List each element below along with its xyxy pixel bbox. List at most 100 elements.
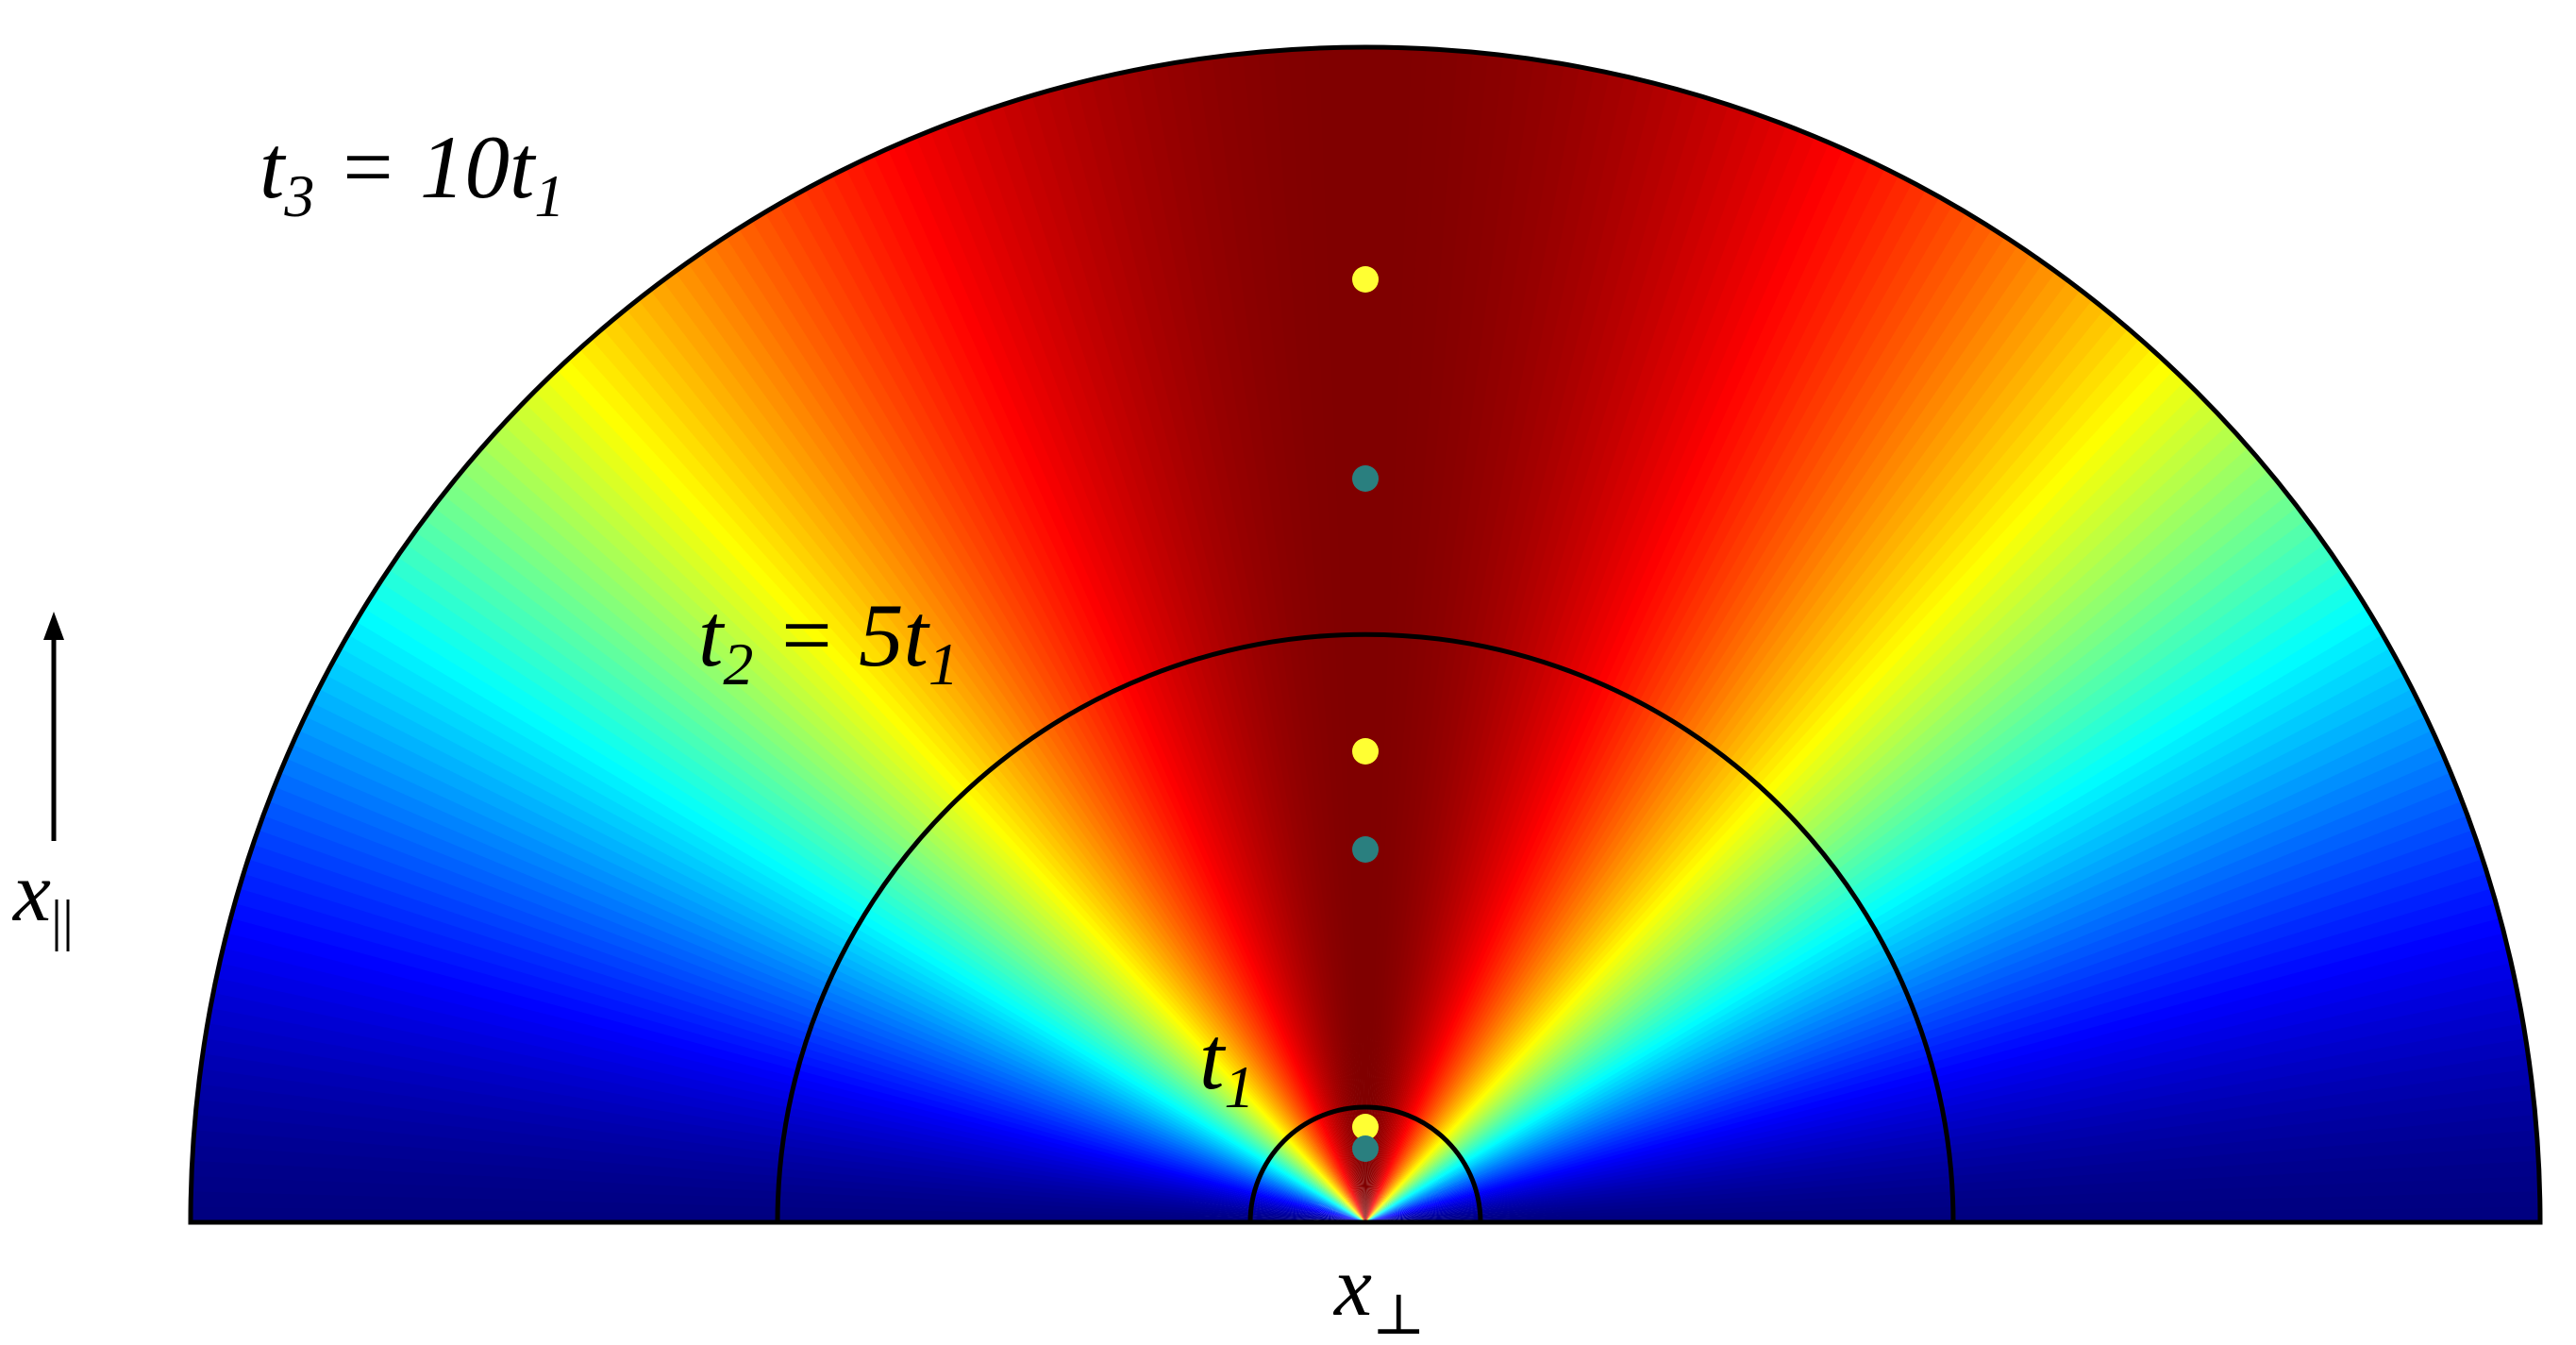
wedge xyxy=(379,567,1366,1222)
wedge xyxy=(1365,402,2219,1223)
wedge xyxy=(534,378,1365,1223)
wedge xyxy=(1365,519,2317,1222)
wedge xyxy=(326,659,1365,1222)
wedge xyxy=(347,619,1366,1222)
wedge xyxy=(1365,495,2300,1222)
wedge xyxy=(1365,634,2392,1222)
color-field xyxy=(191,46,2540,1223)
wedge xyxy=(356,606,1365,1222)
wedge xyxy=(396,542,1365,1222)
dot xyxy=(1352,1135,1379,1162)
wedge xyxy=(1365,730,2440,1222)
wedge xyxy=(1365,338,2153,1222)
wedge xyxy=(492,423,1365,1222)
wedge xyxy=(298,714,1365,1222)
wedge xyxy=(944,119,1365,1223)
wedge xyxy=(1365,758,2452,1222)
wedge xyxy=(1365,236,2020,1223)
wedge xyxy=(1365,148,1860,1223)
wedge xyxy=(332,646,1365,1222)
wedge xyxy=(1365,447,2261,1222)
wedge xyxy=(602,317,1365,1223)
wedge xyxy=(481,434,1365,1223)
wedge xyxy=(1365,155,1874,1222)
wedge xyxy=(1365,175,1915,1222)
label-t1: t1 xyxy=(1199,1008,1254,1120)
wedge xyxy=(959,113,1365,1222)
dot xyxy=(1352,266,1379,293)
wedge xyxy=(1365,675,2414,1222)
wedge xyxy=(1365,143,1846,1222)
wedge xyxy=(725,227,1365,1222)
wedge xyxy=(556,358,1365,1223)
wedge xyxy=(1365,470,2281,1222)
wedge xyxy=(1365,459,2270,1222)
label-t2: t2 = 5t1 xyxy=(698,585,959,698)
wedge xyxy=(650,278,1365,1223)
wedge xyxy=(1365,290,2095,1222)
wedge xyxy=(524,389,1365,1223)
wedge xyxy=(1365,556,2344,1222)
wedge xyxy=(472,446,1366,1222)
wedge xyxy=(512,400,1365,1222)
wedge xyxy=(311,686,1365,1222)
wedge xyxy=(687,252,1365,1222)
wedge xyxy=(363,593,1365,1222)
wedge xyxy=(1365,369,2187,1222)
wedge xyxy=(831,167,1365,1222)
wedge xyxy=(286,742,1365,1222)
wedge xyxy=(1365,716,2434,1222)
wedge xyxy=(1365,136,1832,1222)
wedge xyxy=(268,784,1365,1222)
wedge xyxy=(424,505,1366,1222)
wedge xyxy=(1365,595,2368,1222)
wedge xyxy=(1365,220,1995,1222)
wedge xyxy=(1365,161,1887,1222)
wedge xyxy=(1365,800,2468,1222)
wedge xyxy=(1365,647,2400,1222)
wedge xyxy=(274,770,1366,1222)
wedge xyxy=(1365,569,2352,1222)
wedge xyxy=(279,756,1365,1222)
wedge xyxy=(1365,318,2131,1222)
wedge xyxy=(305,700,1366,1222)
wedge xyxy=(578,337,1365,1222)
wedge xyxy=(1365,130,1817,1223)
wedge xyxy=(1365,744,2446,1222)
wedge xyxy=(292,728,1366,1222)
wedge xyxy=(1365,244,2033,1223)
wedge xyxy=(567,347,1365,1222)
wedge xyxy=(638,288,1365,1223)
wedge xyxy=(973,109,1365,1223)
wedge xyxy=(860,154,1365,1223)
wedge xyxy=(318,673,1365,1222)
wedge xyxy=(1365,182,1929,1222)
wedge xyxy=(626,297,1365,1222)
wedge xyxy=(613,307,1365,1222)
wedge xyxy=(1365,271,2070,1223)
wedge xyxy=(1365,702,2427,1222)
wedge xyxy=(591,327,1365,1222)
wedge xyxy=(1365,359,2176,1223)
wedge xyxy=(915,129,1365,1222)
wedge xyxy=(675,261,1365,1222)
arrow-head xyxy=(43,612,64,640)
wedge xyxy=(1365,196,1955,1223)
wedge xyxy=(929,124,1365,1222)
middle-arc xyxy=(775,631,1956,1223)
wedge xyxy=(1365,262,2058,1222)
wedge xyxy=(1365,253,2046,1222)
wedge xyxy=(1365,204,1968,1223)
wedge xyxy=(443,480,1366,1222)
wedge xyxy=(388,554,1366,1222)
wedge xyxy=(433,493,1365,1222)
wedge xyxy=(662,270,1365,1222)
wedge xyxy=(1365,621,2384,1222)
dots xyxy=(1352,266,1379,1162)
wedge xyxy=(1365,531,2327,1222)
label-t3: t3 = 10t1 xyxy=(259,117,564,229)
wedge xyxy=(1365,661,2406,1222)
wedge xyxy=(699,244,1365,1222)
wedge xyxy=(738,219,1365,1223)
